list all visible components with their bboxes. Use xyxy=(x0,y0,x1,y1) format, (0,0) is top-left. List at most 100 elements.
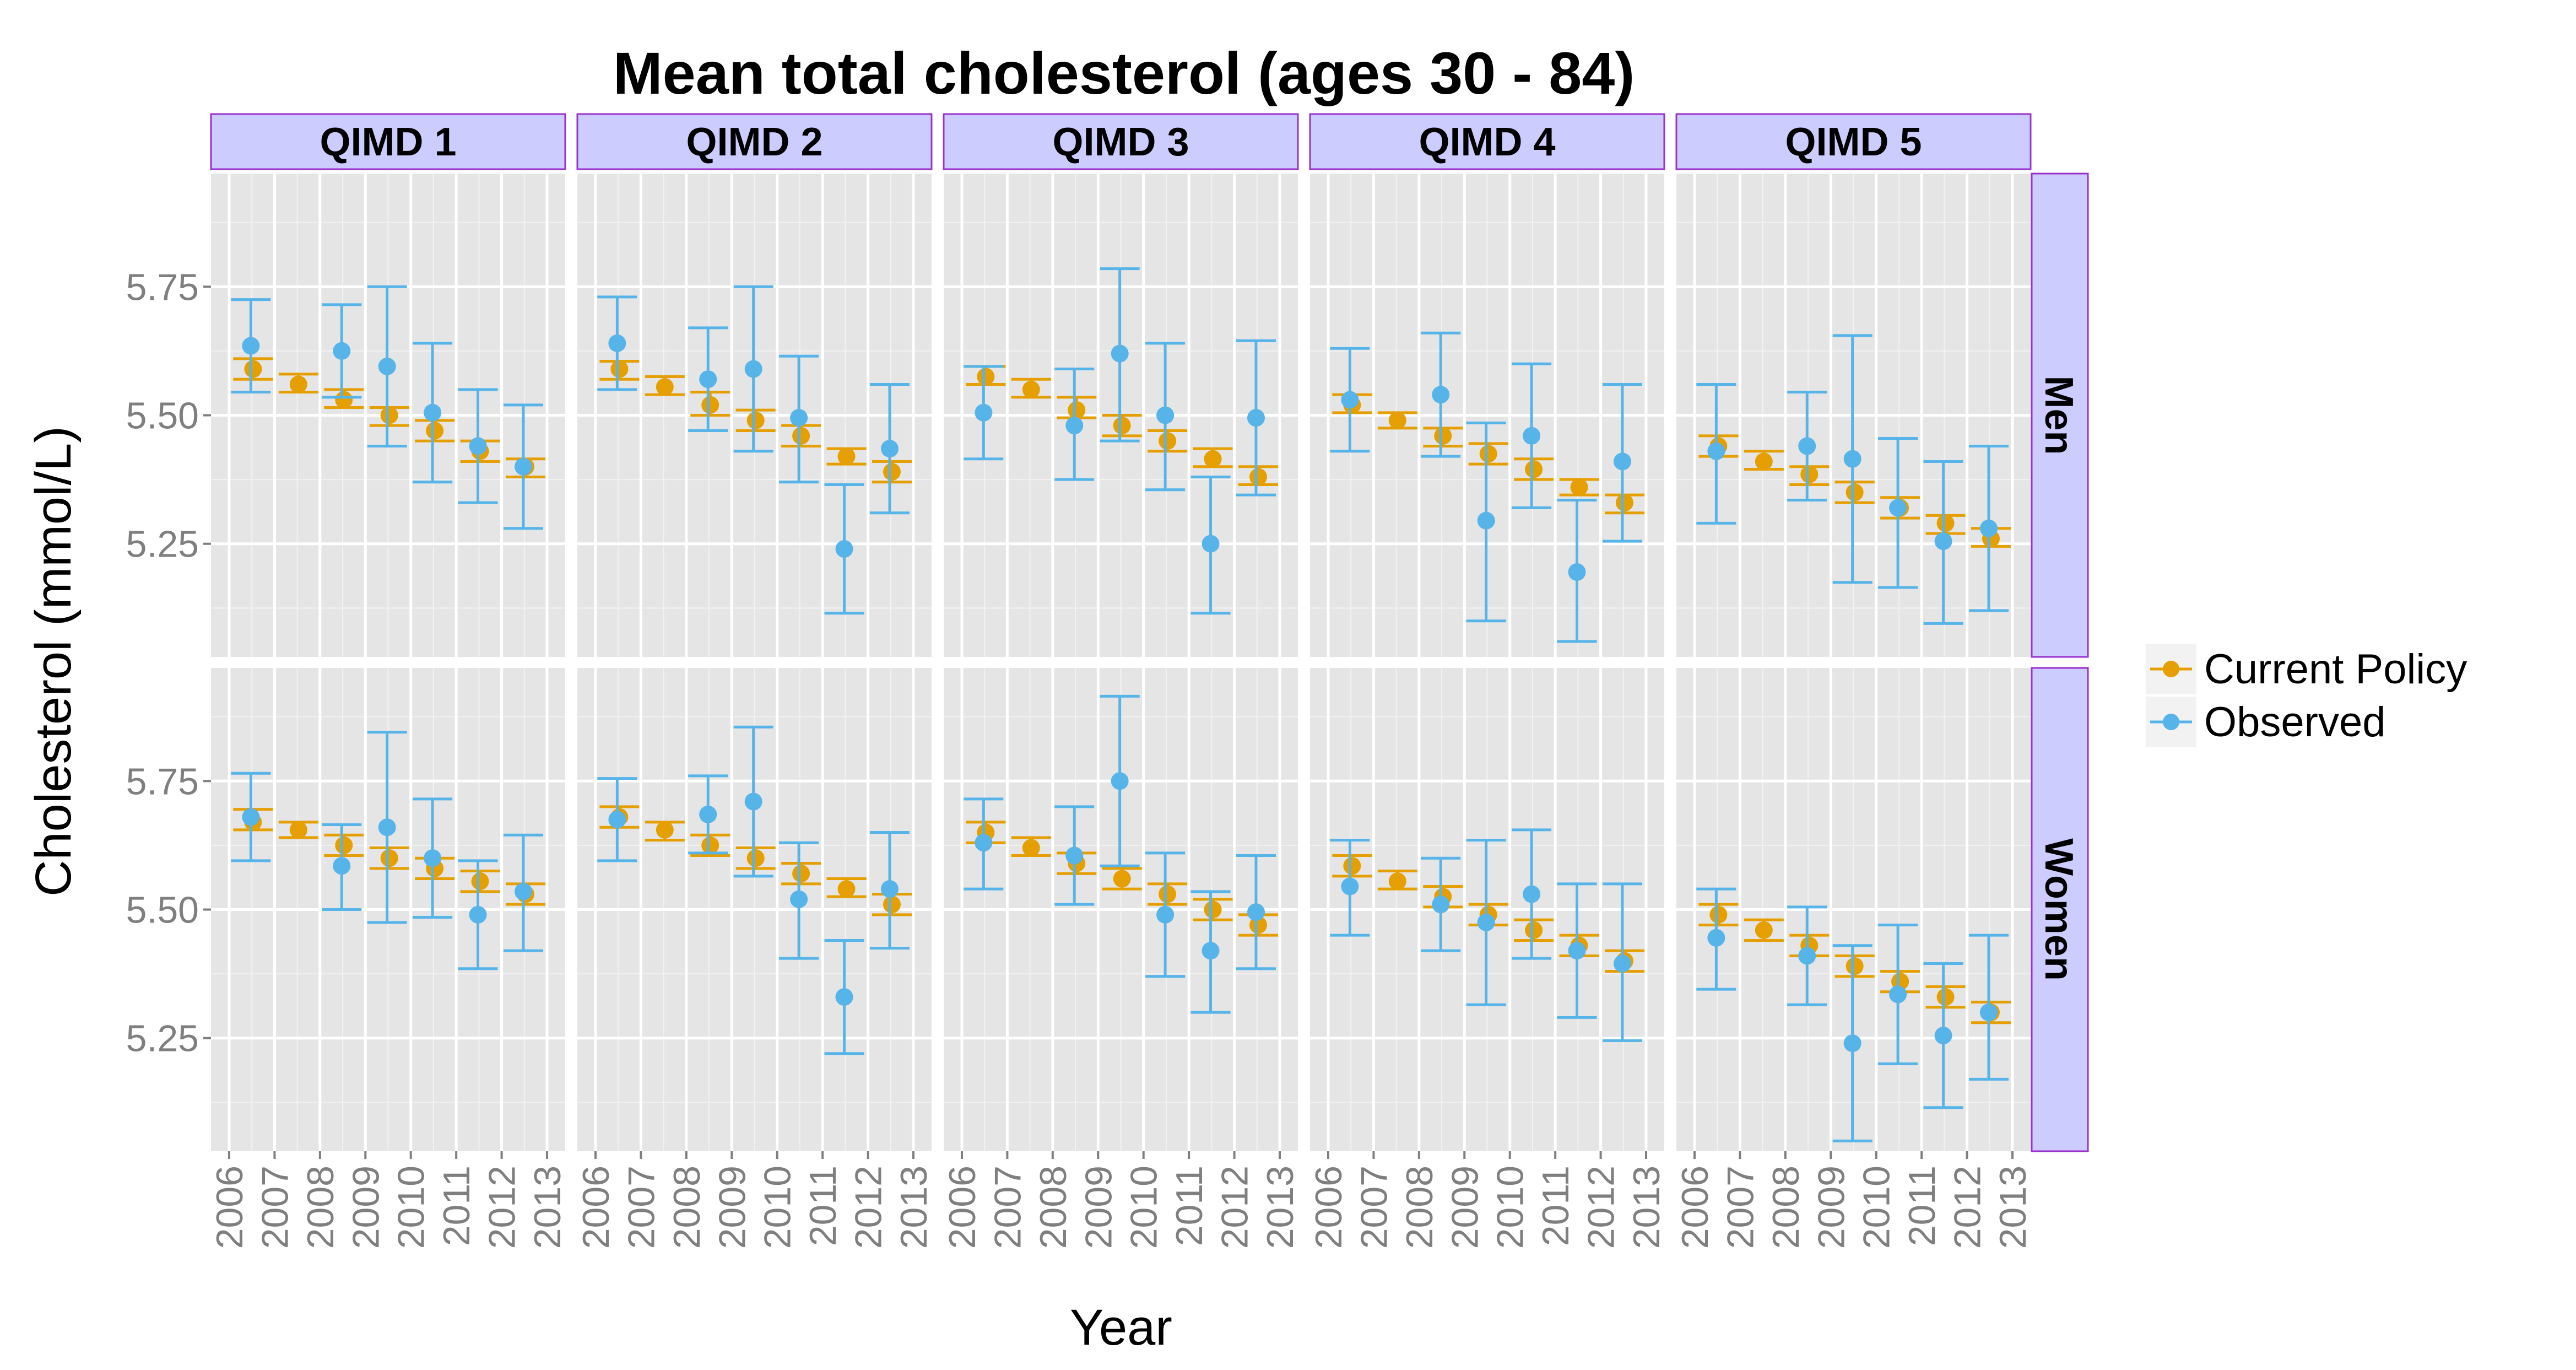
x-tick-label: 2006 xyxy=(941,1166,983,1249)
panel-women-qimd-5 xyxy=(1676,668,2031,1151)
x-tick-label: 2011 xyxy=(1535,1166,1577,1246)
data-point-current-policy xyxy=(1800,465,1819,483)
data-point-observed xyxy=(333,342,351,360)
facet-strip-label: QIMD 3 xyxy=(1052,120,1189,164)
data-point-observed xyxy=(880,440,899,458)
x-tick-label: 2012 xyxy=(1214,1166,1256,1249)
data-point-observed xyxy=(744,792,762,811)
data-point-observed xyxy=(1247,903,1265,921)
x-tick-label: 2012 xyxy=(1581,1166,1622,1249)
x-tick-label: 2011 xyxy=(1901,1166,1943,1246)
facet-panels: QIMD 1 QIMD 2 QIMD 3 QIMD 4 QIMD 5 Men Women 5.… xyxy=(126,113,2089,1249)
x-tick-label: 2009 xyxy=(1810,1166,1852,1249)
series-observed xyxy=(1330,828,1642,1042)
x-tick-label: 2007 xyxy=(987,1166,1029,1249)
series-observed xyxy=(231,731,543,970)
data-point-observed xyxy=(835,540,853,558)
data-point-observed xyxy=(378,818,396,837)
x-tick-label: 2007 xyxy=(1353,1166,1395,1249)
panel-women-qimd-4 xyxy=(1310,668,1664,1151)
y-tick-label: 5.50 xyxy=(126,889,199,931)
facet-strip-qimd-5: QIMD 5 xyxy=(1675,113,2032,170)
data-point-observed xyxy=(1156,406,1175,424)
legend-key-point xyxy=(2163,714,2179,730)
x-tick-label: 2011 xyxy=(436,1166,478,1246)
data-point-current-policy xyxy=(610,360,629,378)
x-tick-label: 2012 xyxy=(848,1166,890,1249)
x-tick-label: 2010 xyxy=(1123,1166,1165,1249)
facet-strip-label: QIMD 5 xyxy=(1785,120,1922,164)
data-point-observed xyxy=(1889,985,1907,1004)
y-tick-label: 5.50 xyxy=(126,395,199,437)
x-tick-label: 2007 xyxy=(1719,1166,1761,1249)
series-observed xyxy=(964,694,1276,1014)
data-point-observed xyxy=(1889,499,1907,517)
data-point-current-policy xyxy=(656,378,674,396)
data-point-current-policy xyxy=(1068,401,1086,419)
data-point-current-policy xyxy=(1204,900,1222,919)
facet-strip-label: Women xyxy=(2037,838,2081,981)
x-tick-label: 2007 xyxy=(620,1166,662,1249)
facet-strip-box xyxy=(1675,113,2032,170)
panel-women-qimd-3 xyxy=(944,668,1298,1151)
data-point-observed xyxy=(1523,885,1541,903)
panel-men-qimd-4 xyxy=(1310,174,1664,657)
y-axis-women: 5.25 5.50 5.75 xyxy=(126,760,211,1060)
x-tick-label: 2007 xyxy=(254,1166,296,1249)
data-point-observed xyxy=(242,808,260,826)
series-observed xyxy=(1696,887,2009,1142)
data-point-current-policy xyxy=(1846,957,1864,975)
series-observed xyxy=(597,725,910,1055)
facet-strip-qimd-4: QIMD 4 xyxy=(1309,113,1665,170)
data-point-current-policy xyxy=(1479,445,1497,463)
data-point-observed xyxy=(699,370,717,389)
data-point-observed xyxy=(1934,1027,1952,1045)
data-point-observed xyxy=(835,988,853,1006)
data-point-observed xyxy=(790,409,808,427)
data-point-observed xyxy=(1979,519,1998,537)
data-point-observed xyxy=(1111,344,1129,363)
data-point-current-policy xyxy=(701,836,719,854)
facet-strip-label: QIMD 1 xyxy=(320,120,456,164)
data-point-current-policy xyxy=(1159,885,1177,903)
series-observed xyxy=(1696,334,2009,625)
facet-strip-box xyxy=(943,113,1299,170)
data-point-observed xyxy=(333,857,351,875)
x-tick-label: 2008 xyxy=(666,1166,708,1249)
legend-item-observed: Observed xyxy=(2146,697,2386,747)
x-tick-label: 2006 xyxy=(575,1166,617,1249)
y-axis-men: 5.25 5.50 5.75 xyxy=(126,266,211,565)
panel-men-qimd-5 xyxy=(1676,174,2031,657)
data-point-current-policy xyxy=(656,821,674,839)
data-point-current-policy xyxy=(471,872,489,891)
series-observed xyxy=(231,285,543,530)
data-point-current-policy xyxy=(1022,380,1040,398)
x-tick-label: 2006 xyxy=(209,1166,251,1249)
data-point-observed xyxy=(378,357,396,375)
data-point-current-policy xyxy=(746,849,765,867)
legend-key-point xyxy=(2163,661,2179,677)
data-point-observed xyxy=(1065,417,1084,435)
data-point-observed xyxy=(975,834,993,852)
data-point-observed xyxy=(1341,877,1359,896)
data-point-observed xyxy=(1613,954,1631,973)
x-axis-title: Year xyxy=(1070,1299,1172,1356)
data-point-current-policy xyxy=(1755,921,1773,939)
data-point-current-policy xyxy=(883,463,901,481)
facet-strip-qimd-1: QIMD 1 xyxy=(210,113,566,170)
data-point-current-policy xyxy=(335,391,353,409)
data-point-observed xyxy=(880,880,899,898)
data-point-current-policy xyxy=(1204,450,1222,468)
data-point-current-policy xyxy=(746,411,765,429)
data-point-observed xyxy=(1523,427,1541,445)
x-tick-label: 2009 xyxy=(1078,1166,1119,1249)
data-point-observed xyxy=(469,905,487,924)
data-point-current-policy xyxy=(289,821,307,839)
x-tick-label: 2013 xyxy=(1259,1166,1301,1249)
data-point-observed xyxy=(1934,532,1952,551)
data-point-current-policy xyxy=(1615,494,1633,512)
x-tick-label: 2011 xyxy=(1168,1166,1210,1246)
series-observed xyxy=(964,267,1276,615)
panel-men-qimd-3 xyxy=(944,174,1298,657)
data-point-current-policy xyxy=(335,836,353,854)
